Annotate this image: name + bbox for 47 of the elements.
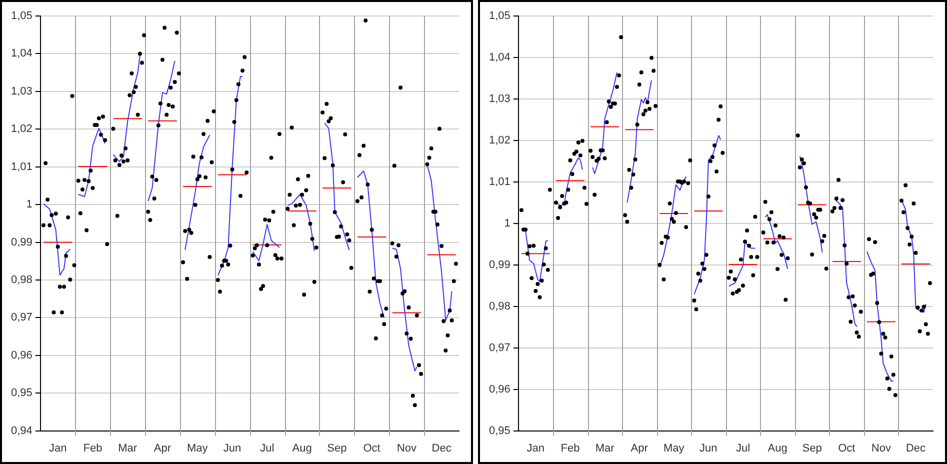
x-tick-label: Jun: [700, 442, 718, 454]
x-tick-label: Aug: [292, 442, 312, 454]
x-tick-label: Jul: [736, 442, 750, 454]
y-tick-label: 1,05: [488, 10, 510, 22]
y-tick-label: 0,96: [10, 349, 32, 362]
y-tick-label: 0,95: [488, 424, 510, 437]
y-tick-label: 0,99: [488, 258, 510, 271]
x-tick-label: Dec: [906, 442, 926, 454]
x-tick-label: Dec: [432, 442, 452, 454]
y-tick-label: 1,02: [488, 134, 510, 146]
x-tick-label: Sep: [327, 442, 347, 454]
x-tick-label: Apr: [154, 442, 172, 454]
x-tick-label: Jun: [223, 442, 242, 454]
y-tick-label: 0,95: [10, 387, 32, 400]
x-tick-label: Sep: [802, 442, 822, 454]
x-tick-label: Mar: [118, 442, 138, 454]
y-tick-label: 0,96: [488, 383, 510, 396]
x-tick-label: Jul: [260, 442, 274, 454]
x-tick-label: Mar: [595, 442, 615, 454]
y-tick-label: 1,05: [10, 10, 32, 22]
y-tick-label: 0,97: [488, 342, 510, 354]
x-tick-label: Oct: [363, 442, 380, 454]
y-tick-label: 1,01: [488, 176, 510, 188]
y-tick-label: 1,04: [10, 48, 32, 60]
y-tick-label: 1,02: [10, 123, 32, 136]
y-tick-label: 1,03: [10, 85, 32, 98]
x-tick-label: Aug: [768, 442, 788, 454]
y-tick-label: 0,98: [488, 300, 510, 312]
y-tick-label: 1,03: [488, 92, 510, 105]
x-tick-label: Feb: [83, 442, 102, 454]
x-tick-label: Oct: [838, 442, 856, 454]
y-tick-label: 0,97: [10, 312, 32, 324]
x-tick-label: May: [663, 442, 685, 454]
x-tick-label: May: [186, 442, 208, 454]
y-tick-label: 1,01: [10, 160, 32, 173]
y-tick-label: 1: [26, 198, 32, 211]
y-tick-label: 0,99: [10, 236, 32, 248]
x-tick-label: Apr: [630, 442, 648, 454]
x-tick-label: Nov: [396, 442, 417, 454]
x-tick-label: Feb: [560, 442, 580, 454]
y-tick-label: 0,94: [10, 424, 32, 437]
x-tick-label: Nov: [871, 442, 892, 454]
y-tick-label: 1: [504, 217, 510, 230]
x-tick-label: Jan: [48, 442, 67, 454]
y-tick-label: 0,98: [10, 274, 32, 286]
y-tick-label: 1,04: [488, 52, 510, 64]
x-tick-label: Jan: [526, 442, 545, 454]
